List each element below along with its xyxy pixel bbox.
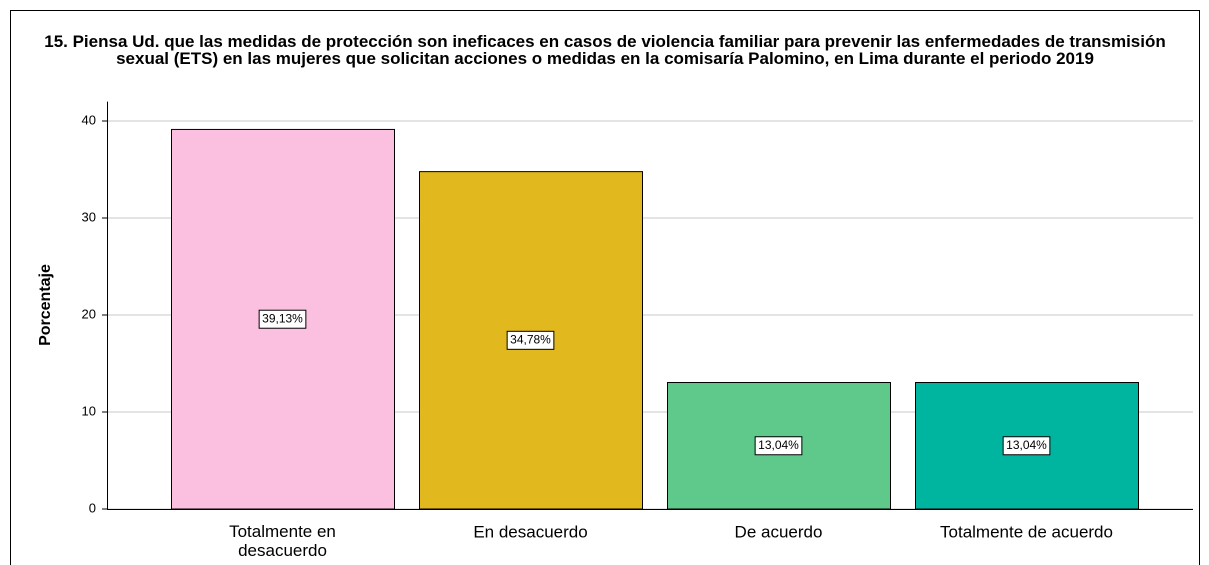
y-tick-label: 10 — [82, 403, 96, 418]
chart-title: 15. Piensa Ud. que las medidas de protec… — [44, 32, 1166, 68]
value-label: 13,04% — [1006, 438, 1047, 452]
value-label-box — [754, 436, 803, 456]
y-tick-label: 20 — [82, 306, 96, 321]
x-tick-label: En desacuerdo — [473, 522, 587, 541]
y-tick-label: 0 — [89, 500, 96, 515]
value-label: 39,13% — [262, 311, 303, 325]
y-tick-label: 40 — [82, 112, 96, 127]
value-label-box — [1002, 436, 1051, 456]
x-tick-label: Totalmente de acuerdo — [940, 522, 1113, 541]
y-tick-label: 30 — [82, 209, 96, 224]
x-tick-label: Totalmente en desacuerdo — [229, 522, 336, 560]
value-label: 34,78% — [510, 332, 551, 346]
y-axis-label: Porcentaje — [37, 264, 54, 346]
value-label-box — [506, 330, 555, 350]
value-label: 13,04% — [758, 438, 799, 452]
value-label-box — [258, 309, 307, 329]
x-tick-label: De acuerdo — [735, 522, 823, 541]
